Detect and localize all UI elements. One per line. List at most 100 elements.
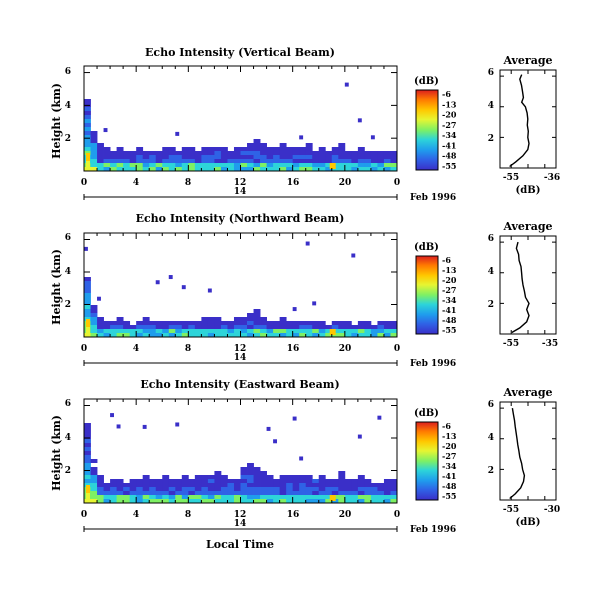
heat-cell	[233, 163, 241, 167]
heatmap-eastward	[84, 413, 398, 503]
heat-cell	[292, 329, 300, 333]
heat-cell	[136, 325, 144, 329]
heat-cell	[220, 151, 228, 155]
heat-cell	[344, 491, 352, 495]
heat-cell	[188, 325, 196, 329]
heat-cell	[129, 329, 137, 333]
heat-cell	[247, 495, 254, 499]
heat-cell	[357, 333, 365, 337]
xtick-label: 0	[394, 178, 400, 188]
heat-cell	[338, 163, 346, 167]
heat-cell	[103, 163, 111, 167]
heat-cell	[214, 471, 222, 475]
heat-cell	[90, 151, 98, 155]
heat-cell	[86, 319, 90, 327]
heat-cell	[338, 143, 346, 147]
colorbar-tick-label: -55	[442, 161, 456, 171]
heat-cell	[116, 491, 124, 495]
heat-cell	[149, 483, 157, 487]
heat-cell	[273, 321, 281, 325]
heat-cell	[351, 479, 359, 483]
heat-cell	[181, 491, 189, 495]
colorbar-tick-label: -48	[442, 151, 457, 161]
heat-cell	[175, 499, 183, 503]
heat-cell	[162, 333, 170, 337]
heat-cell	[84, 246, 88, 251]
heat-cell	[253, 317, 261, 321]
profile-ytick: 2	[488, 300, 494, 310]
heat-cell	[175, 422, 180, 427]
heat-cell	[97, 329, 104, 333]
heat-cell	[383, 167, 391, 171]
heat-cell	[247, 329, 254, 333]
heat-cell	[227, 333, 235, 337]
heat-cell	[292, 307, 297, 312]
heat-cell	[377, 159, 385, 163]
heat-cell	[188, 329, 196, 333]
heat-cell	[266, 499, 274, 503]
date-label: Feb 1996	[410, 525, 456, 535]
heat-cell	[84, 115, 91, 119]
heat-cell	[220, 159, 228, 163]
heat-cell	[286, 491, 294, 495]
heat-cell	[279, 491, 287, 495]
heat-cell	[84, 423, 91, 427]
heat-cell	[201, 499, 209, 503]
heat-cell	[390, 167, 398, 171]
heat-cell	[377, 329, 385, 333]
heat-cell	[370, 163, 378, 167]
heat-cell	[253, 471, 261, 475]
heat-cell	[312, 491, 320, 495]
heat-cell	[97, 475, 104, 479]
heat-cell	[247, 479, 254, 483]
heat-cell	[188, 147, 196, 151]
heat-cell	[162, 483, 170, 487]
heat-cell	[220, 495, 228, 499]
heat-cell	[110, 325, 117, 329]
heat-cell	[253, 155, 261, 159]
heat-cell	[325, 487, 333, 491]
heat-cell	[357, 487, 365, 491]
heat-cell	[142, 475, 150, 479]
heat-cell	[383, 163, 391, 167]
heat-cell	[201, 329, 209, 333]
heat-cell	[181, 333, 189, 337]
heat-cell	[116, 159, 124, 163]
heat-cell	[233, 329, 241, 333]
heat-cell	[240, 163, 248, 167]
heat-cell	[90, 317, 98, 321]
heat-cell	[286, 321, 294, 325]
heat-cell	[136, 333, 144, 337]
heat-cell	[188, 155, 196, 159]
heat-cell	[299, 491, 307, 495]
heat-cell	[357, 167, 365, 171]
heat-cell	[123, 321, 131, 325]
heat-cell	[90, 155, 98, 159]
heat-cell	[129, 479, 137, 483]
heat-cell	[253, 143, 261, 147]
heat-cell	[312, 325, 320, 329]
profile-ytick: 2	[488, 134, 494, 144]
heat-cell	[90, 325, 98, 329]
heat-cell	[84, 111, 91, 115]
heat-cell	[260, 147, 267, 151]
heat-cell	[136, 155, 144, 159]
profile-line	[511, 241, 530, 334]
heat-cell	[286, 151, 294, 155]
heat-cell	[247, 487, 254, 491]
heat-cell	[188, 151, 196, 155]
heat-cell	[97, 487, 104, 491]
heat-cell	[168, 151, 176, 155]
heat-cell	[142, 321, 150, 325]
heat-cell	[383, 151, 391, 155]
heat-cell	[155, 483, 163, 487]
heat-cell	[260, 155, 267, 159]
heat-cell	[266, 159, 274, 163]
heat-cell	[84, 435, 91, 439]
heat-cell	[84, 463, 91, 467]
heat-cell	[90, 483, 98, 487]
heat-cell	[383, 495, 391, 499]
xtick-label: 4	[133, 178, 139, 188]
heat-cell	[142, 163, 150, 167]
heat-cell	[97, 333, 104, 337]
